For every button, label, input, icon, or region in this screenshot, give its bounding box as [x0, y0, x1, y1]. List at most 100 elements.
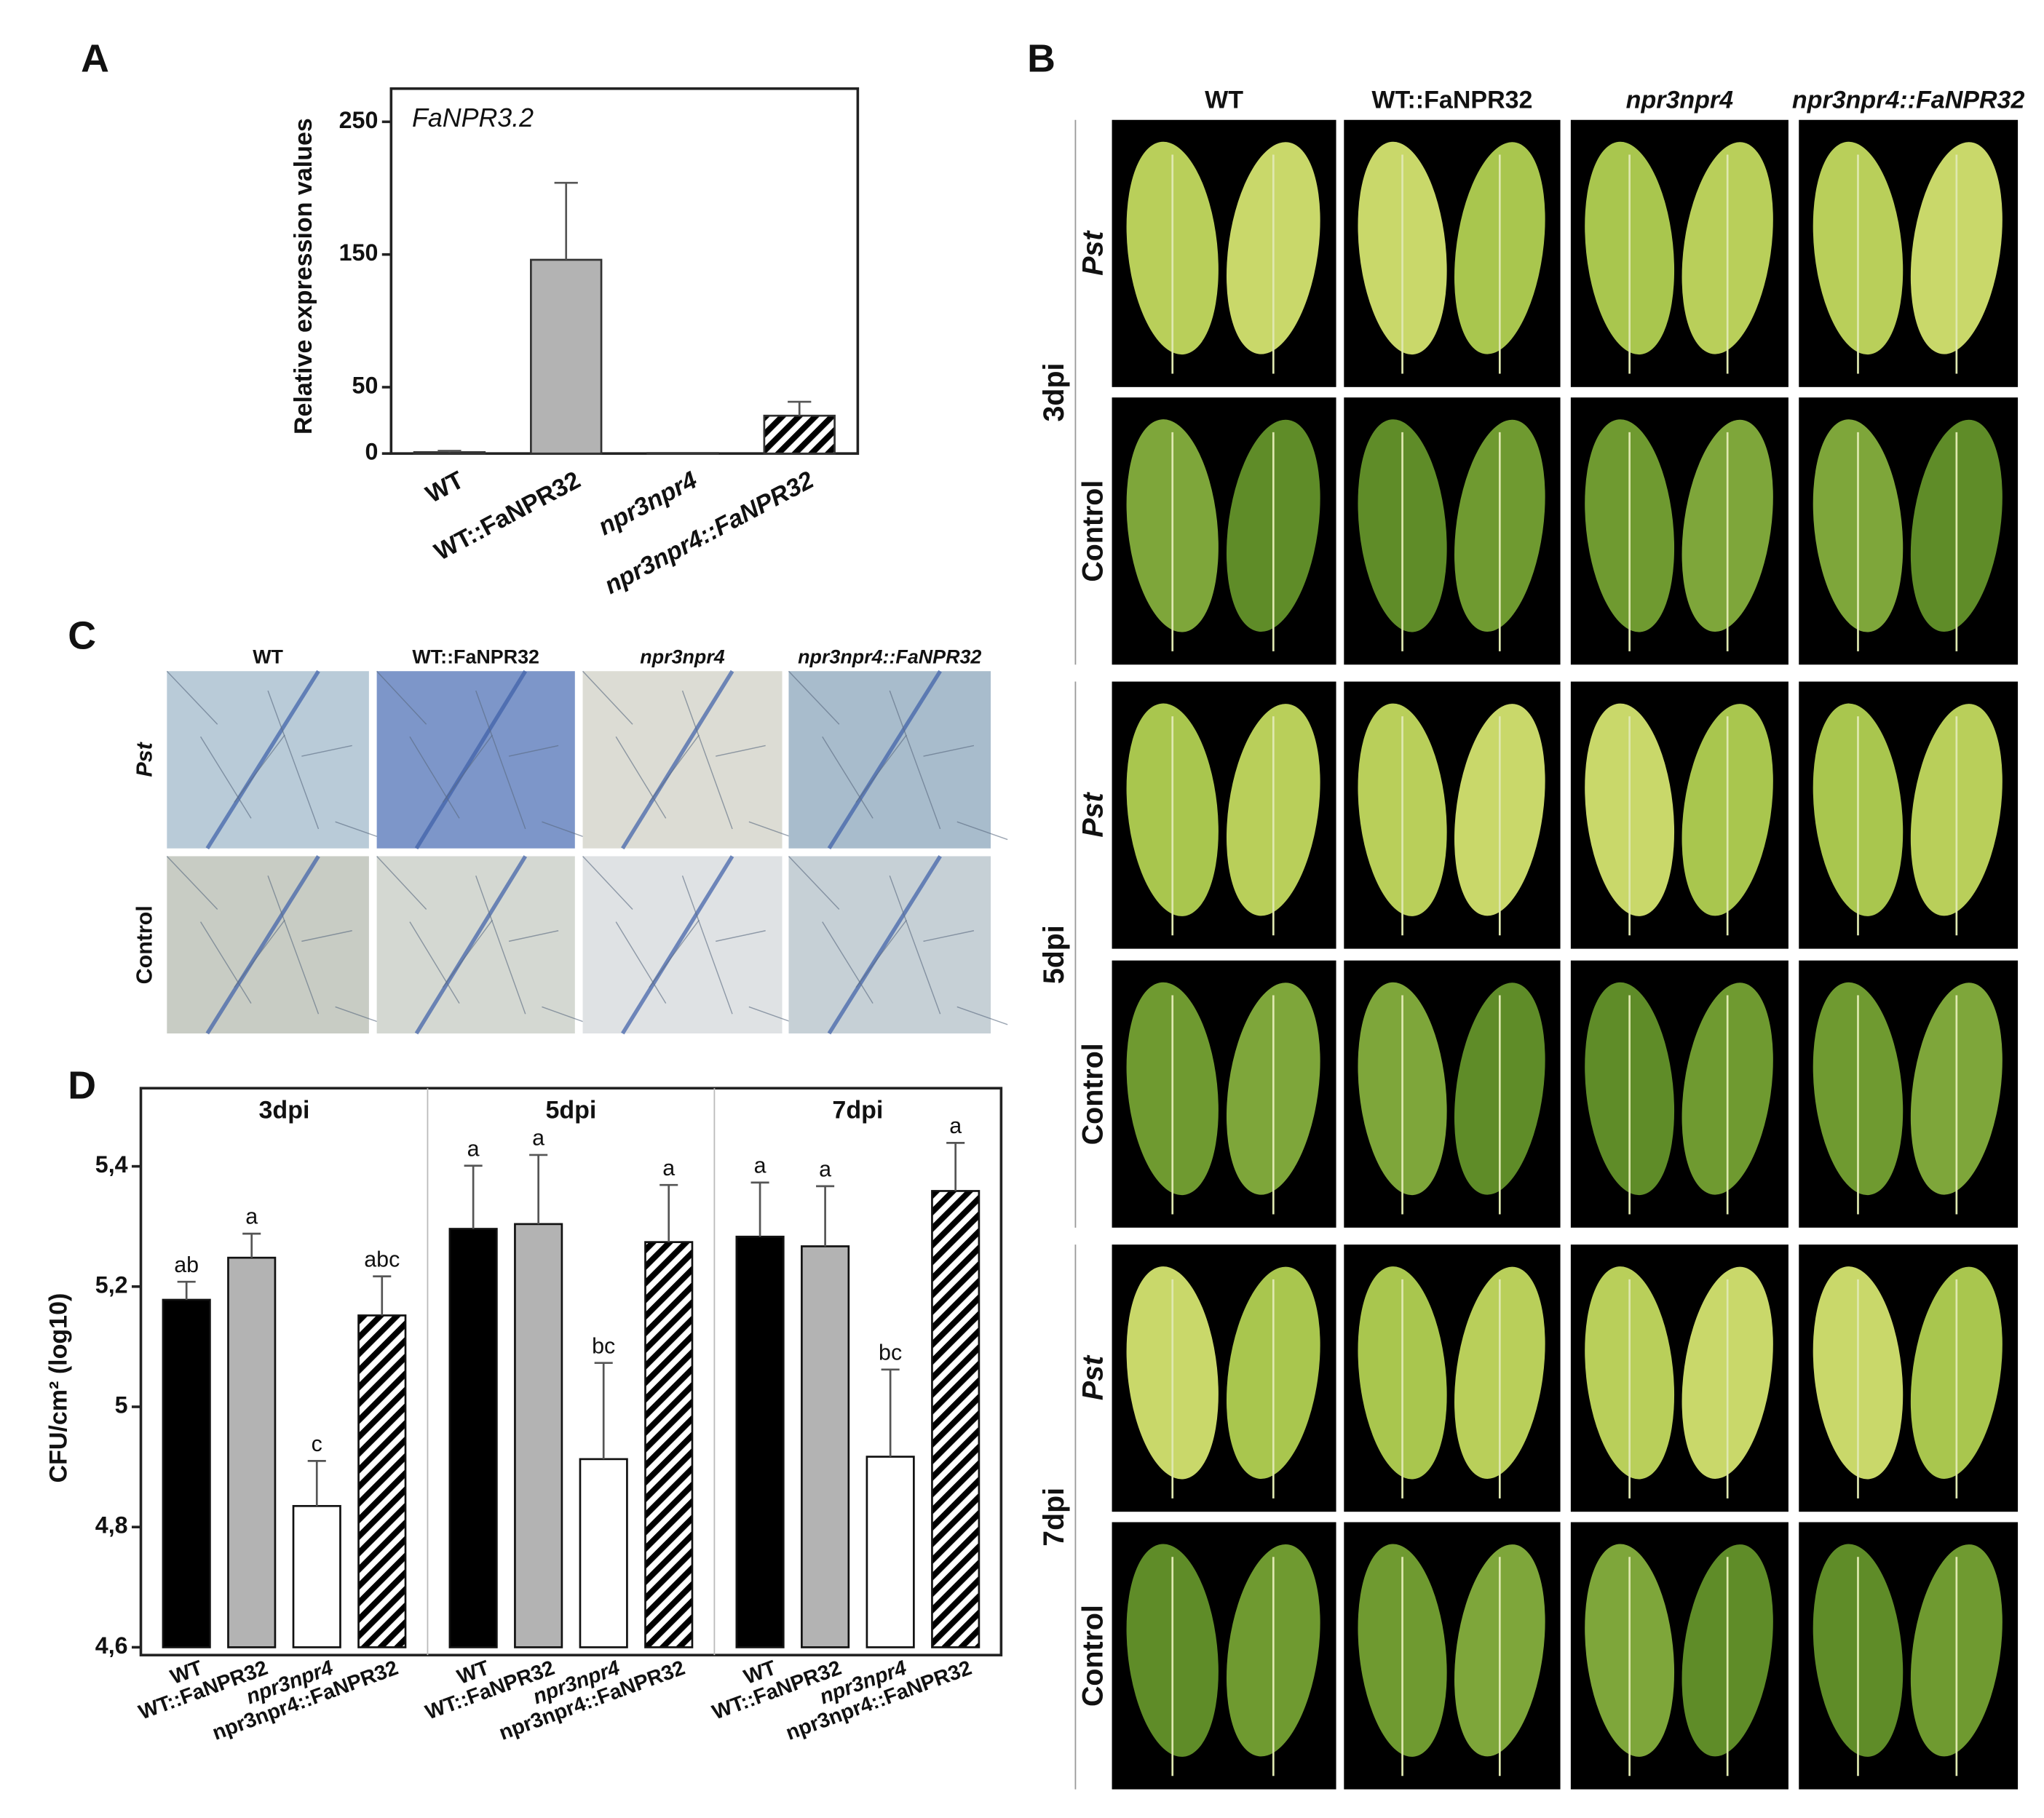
minor-vein: [956, 1006, 1008, 1025]
significance-letter: a: [819, 1156, 831, 1181]
stain-image: [788, 856, 991, 1034]
error-bar: [659, 1183, 678, 1242]
stain-image: [788, 671, 991, 849]
panel-label: A: [81, 36, 109, 80]
bar: [644, 1241, 694, 1648]
minor-vein: [166, 855, 218, 910]
y-axis-label: Relative expression values: [290, 118, 317, 434]
minor-vein: [582, 855, 633, 910]
minor-vein: [508, 930, 559, 942]
column-header: npr3npr4::FaNPR32: [1792, 87, 2025, 114]
y-tick-label: 4,6: [95, 1632, 128, 1659]
minor-vein: [475, 690, 526, 830]
error-bar: [464, 1164, 483, 1229]
minor-vein: [788, 855, 840, 910]
minor-vein: [649, 734, 700, 803]
vein: [827, 670, 942, 850]
minor-vein: [376, 670, 427, 725]
vein: [414, 855, 528, 1035]
significance-letter: a: [949, 1114, 962, 1138]
row-label: Control: [1077, 1605, 1109, 1707]
minor-vein: [409, 736, 460, 819]
annotation: FaNPR3.2: [412, 103, 534, 132]
bar: [579, 1458, 628, 1648]
y-tick-label: 5,4: [95, 1151, 128, 1178]
error-bar: [946, 1142, 965, 1191]
vein: [205, 670, 320, 850]
day-label: 3dpi: [1038, 363, 1070, 422]
significance-letter: ab: [174, 1253, 199, 1277]
minor-vein: [301, 930, 352, 942]
row-label: Pst: [1077, 230, 1109, 276]
bar: [514, 1223, 563, 1648]
y-tick-label: 250: [339, 107, 379, 133]
minor-vein: [234, 734, 285, 803]
minor-vein: [199, 736, 252, 819]
significance-letter: a: [532, 1125, 544, 1150]
x-tick-label: npr3npr4::FaNPR32: [600, 466, 818, 600]
minor-vein: [788, 670, 840, 725]
minor-vein: [956, 821, 1008, 841]
error-bar: [373, 1275, 392, 1316]
vein: [621, 670, 734, 850]
bar: [413, 450, 486, 455]
column-header: npr3npr4: [640, 646, 724, 667]
column-header: npr3npr4: [1626, 87, 1734, 114]
bar: [227, 1256, 277, 1648]
error-bar: [881, 1368, 900, 1457]
vein: [827, 855, 942, 1035]
row-label: Pst: [1077, 1354, 1109, 1400]
column-header: WT: [253, 646, 283, 667]
bar: [801, 1245, 850, 1648]
minor-vein: [376, 855, 427, 910]
bar: [530, 258, 603, 455]
y-tick-label: 0: [365, 439, 378, 465]
plot-frame: [139, 1087, 1003, 1656]
group-title: 3dpi: [259, 1096, 310, 1124]
minor-vein: [681, 876, 733, 1015]
error-bar: [816, 1185, 835, 1247]
row-label: Control: [132, 905, 157, 984]
bar: [646, 452, 719, 455]
minor-vein: [267, 876, 320, 1015]
group-title: 7dpi: [832, 1096, 883, 1124]
stain-image: [167, 671, 369, 849]
day-label: 5dpi: [1038, 925, 1070, 984]
y-tick-label: 150: [339, 239, 379, 266]
stain-image: [582, 856, 783, 1034]
minor-vein: [822, 736, 874, 819]
y-tick-label: 4,8: [95, 1512, 128, 1539]
stain-image: [376, 671, 575, 849]
minor-vein: [649, 919, 700, 988]
minor-vein: [889, 876, 941, 1015]
error-bar: [242, 1232, 261, 1258]
error-bar: [529, 1154, 548, 1224]
bar: [931, 1190, 981, 1648]
minor-vein: [442, 734, 493, 803]
significance-letter: c: [312, 1432, 322, 1456]
column-header: WT: [1205, 87, 1243, 114]
minor-vein: [923, 745, 975, 757]
significance-letter: a: [467, 1136, 480, 1161]
minor-vein: [475, 876, 526, 1015]
panel-label: C: [68, 614, 96, 658]
y-tick-label: 5,2: [95, 1271, 128, 1298]
significance-letter: bc: [879, 1340, 902, 1365]
minor-vein: [508, 745, 559, 757]
minor-vein: [442, 919, 493, 988]
minor-vein: [582, 670, 633, 725]
error-bar: [307, 1460, 326, 1507]
minor-vein: [855, 919, 907, 988]
stain-image: [582, 671, 783, 849]
minor-vein: [199, 921, 252, 1004]
error-bar: [554, 181, 578, 260]
vein: [621, 855, 734, 1035]
error-bar: [594, 1362, 613, 1459]
row-label: Control: [1077, 480, 1109, 582]
significance-letter: a: [662, 1156, 675, 1180]
error-bar: [437, 450, 462, 453]
bar: [735, 1235, 785, 1648]
minor-vein: [267, 690, 320, 830]
minor-vein: [855, 734, 907, 803]
minor-vein: [822, 921, 874, 1004]
